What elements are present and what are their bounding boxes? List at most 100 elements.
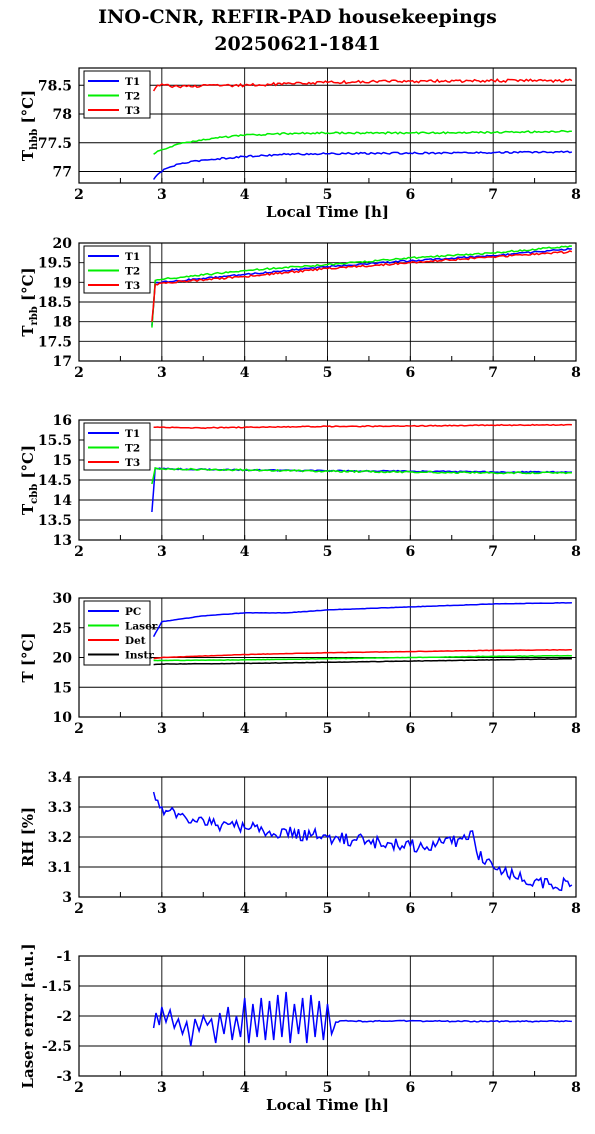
- y-tick-label: 18: [53, 315, 72, 331]
- x-tick-label: 8: [571, 365, 581, 381]
- x-axis-label: Local Time [h]: [266, 203, 389, 221]
- y-axis-label-main: T [°C]: [19, 632, 37, 682]
- y-axis-label-main: RH [%]: [19, 807, 37, 867]
- y-axis-label: T [°C]: [19, 632, 37, 682]
- legend-label: Det: [125, 635, 146, 647]
- series-line-data: [152, 791, 573, 892]
- x-tick-label: 6: [405, 1080, 415, 1096]
- x-tick-label: 7: [488, 187, 498, 203]
- y-tick-label: 17: [53, 354, 72, 370]
- plot-frame: [78, 597, 577, 718]
- y-axis-label-unit: [°C]: [19, 445, 37, 484]
- series-line-pc: [152, 601, 572, 638]
- y-axis-label: RH [%]: [19, 807, 37, 867]
- y-axis-label-main: Laser error [a.u.]: [19, 943, 37, 1088]
- y-tick-label: -3: [56, 1069, 72, 1085]
- y-tick-label: -1: [56, 949, 72, 965]
- x-axis-label: Local Time [h]: [266, 1096, 389, 1114]
- x-tick-label: 2: [74, 544, 84, 560]
- legend-label: Instr: [125, 650, 154, 662]
- plot-frame: [78, 419, 577, 541]
- x-tick-label: 8: [571, 721, 581, 737]
- y-tick-label: 25: [53, 621, 72, 637]
- x-tick-label: 8: [571, 901, 581, 917]
- legend-label: T3: [125, 280, 140, 292]
- y-tick-label: 10: [53, 710, 73, 726]
- legend-label: T2: [125, 91, 140, 103]
- plot-frame: [78, 242, 577, 362]
- y-tick-label: 15: [53, 453, 72, 469]
- series-line-det: [153, 648, 572, 660]
- y-tick-label: 15: [53, 680, 72, 696]
- y-tick-label: 3.2: [48, 830, 72, 846]
- y-tick-label: 30: [53, 591, 73, 607]
- x-tick-label: 2: [74, 187, 84, 203]
- x-tick-label: 3: [157, 544, 167, 560]
- chart-panel-2: 2 3 4 5 6 7 8 17 17.5 18 18.5 19 19.5 20 T1 T2 T3 Trbb [°…: [19, 236, 581, 381]
- y-tick-label: 3: [62, 890, 72, 906]
- legend: T1 T2 T3: [83, 70, 151, 119]
- x-tick-label: 5: [323, 544, 333, 560]
- x-tick-label: 4: [240, 187, 250, 203]
- y-tick-label: 3.1: [48, 860, 72, 876]
- legend-label: Laser: [125, 621, 158, 633]
- x-tick-label: 7: [488, 721, 498, 737]
- y-tick-label: 13: [53, 533, 72, 549]
- y-tick-label: 18.5: [38, 295, 72, 311]
- y-tick-label: -2.5: [42, 1039, 72, 1055]
- y-axis-label-sub: hbb: [29, 129, 40, 150]
- legend-label: T3: [125, 457, 140, 469]
- x-tick-label: 8: [571, 544, 581, 560]
- x-tick-label: 3: [157, 901, 167, 917]
- x-tick-label: 2: [74, 1080, 84, 1096]
- y-tick-label: 20: [53, 236, 73, 252]
- x-tick-label: 4: [240, 721, 250, 737]
- plot-frame: [78, 67, 577, 184]
- y-tick-label: 17.5: [38, 334, 72, 350]
- legend: T1 T2 T3: [83, 422, 151, 471]
- x-tick-label: 7: [488, 901, 498, 917]
- series-line-t3: [151, 250, 573, 322]
- legend-label: T2: [125, 443, 140, 455]
- legend-label: T3: [125, 105, 140, 117]
- chart-panel-3: 2 3 4 5 6 7 8 13 13.5 14 14.5 15 15.5 16 T1 T2 T3 Tcbb [°…: [19, 413, 581, 560]
- figure-title-line1: INO-CNR, REFIR-PAD housekeepings: [98, 6, 497, 28]
- y-axis-label-unit: [°C]: [19, 267, 37, 306]
- x-tick-label: 4: [240, 365, 250, 381]
- y-axis-label-sub: cbb: [29, 484, 40, 504]
- x-tick-label: 7: [488, 544, 498, 560]
- y-axis-label-main: T: [19, 149, 37, 161]
- y-axis-label: Tcbb [°C]: [19, 445, 40, 515]
- series-line-data: [152, 991, 572, 1047]
- series-line-t1: [151, 247, 572, 326]
- y-tick-label: 15.5: [38, 433, 72, 449]
- y-tick-label: 78.5: [38, 78, 72, 94]
- x-tick-label: 6: [405, 187, 415, 203]
- y-tick-label: 77.5: [38, 136, 72, 152]
- plot-frame: [78, 955, 577, 1077]
- series-line-t3: [152, 78, 573, 92]
- x-tick-label: 5: [323, 365, 333, 381]
- y-axis-label: Thbb [°C]: [19, 90, 40, 161]
- x-tick-label: 2: [74, 901, 84, 917]
- legend-label: PC: [125, 606, 141, 618]
- y-tick-label: -1.5: [42, 979, 72, 995]
- chart-panel-5: 2 3 4 5 6 7 833.13.23.33.4RH [%]: [19, 770, 581, 917]
- y-tick-label: 3.3: [48, 800, 72, 816]
- x-tick-label: 8: [571, 187, 581, 203]
- series-line-t2: [151, 245, 572, 328]
- x-tick-label: 5: [323, 1080, 333, 1096]
- series-line-t2: [153, 129, 572, 155]
- y-tick-label: 78: [53, 107, 72, 123]
- y-tick-label: 3.4: [48, 770, 73, 786]
- x-tick-label: 5: [323, 901, 333, 917]
- y-tick-label: 19.5: [38, 256, 72, 272]
- y-axis-label-sub: rbb: [29, 306, 40, 325]
- x-tick-label: 3: [157, 721, 167, 737]
- x-tick-label: 6: [405, 365, 415, 381]
- series-line-t2: [151, 467, 572, 485]
- y-axis-label: Laser error [a.u.]: [19, 943, 37, 1088]
- legend-label: T2: [125, 266, 140, 278]
